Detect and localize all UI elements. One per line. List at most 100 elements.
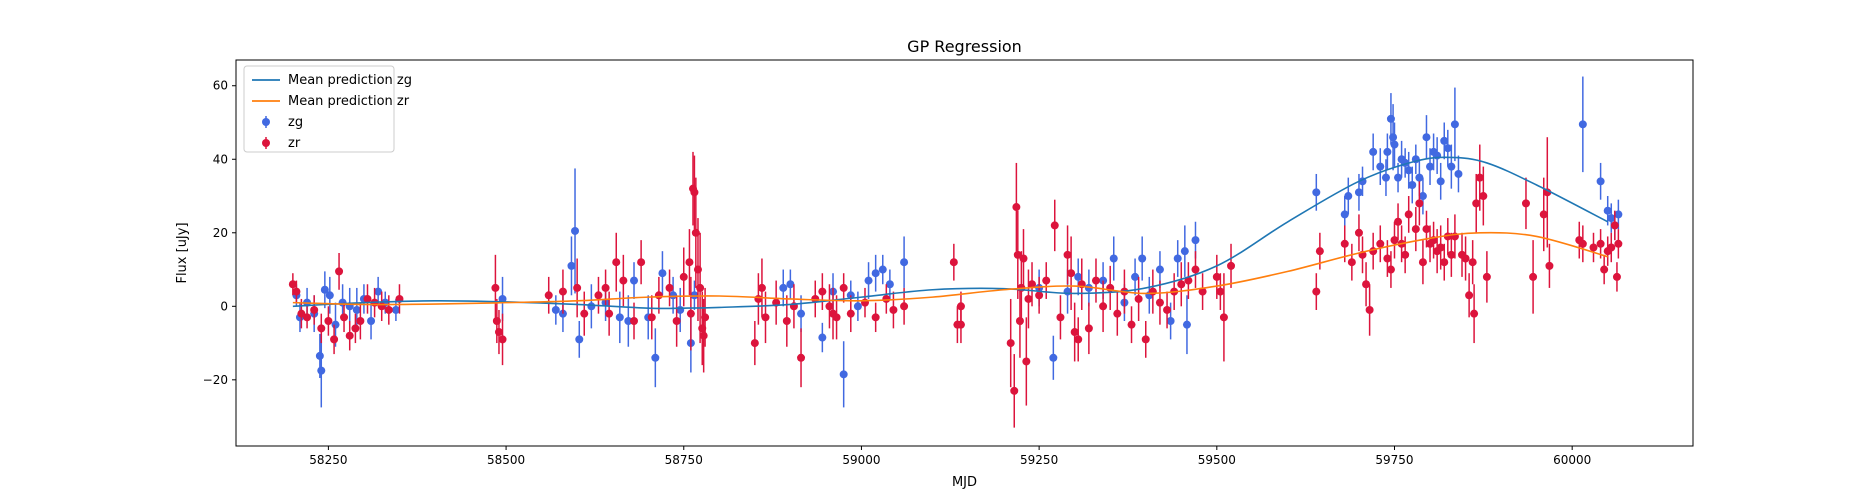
data-point-zg (658, 269, 667, 278)
data-point-zr (1479, 192, 1488, 201)
y-tick-label: 0 (220, 299, 228, 313)
legend-box (243, 65, 395, 153)
data-point-zr (1050, 221, 1059, 230)
data-point-zr (292, 287, 301, 296)
data-point-zr (498, 335, 507, 344)
data-point-zg (338, 298, 347, 307)
data-point-zg (1381, 173, 1390, 182)
data-point-zr (1362, 280, 1371, 289)
data-point-zr (1443, 232, 1452, 241)
data-point-zg (1603, 206, 1612, 215)
data-point-zr (1614, 239, 1623, 248)
data-point-zg (571, 226, 580, 235)
data-point-zg (651, 353, 660, 362)
data-point-zg (352, 305, 361, 314)
data-point-zg (391, 305, 400, 314)
data-point-zr (797, 353, 806, 362)
data-point-zr (757, 283, 766, 292)
data-point-zr (1006, 339, 1015, 348)
data-point-zr (1022, 357, 1031, 366)
data-point-zr (1589, 243, 1598, 252)
data-point-zg (1191, 236, 1200, 245)
y-tick-label: 60 (213, 79, 228, 93)
data-point-zr (1155, 298, 1164, 307)
data-point-zg (1596, 177, 1605, 186)
legend: Mean prediction zg Mean prediction zr zg zr (243, 65, 412, 153)
data-point-zr (1084, 324, 1093, 333)
data-point-zr (1383, 254, 1392, 263)
y-tick-label: −20 (203, 373, 228, 387)
data-point-zg (1440, 136, 1449, 145)
data-point-zr (377, 302, 386, 311)
data-point-zg (818, 333, 827, 342)
data-point-zg (1182, 320, 1191, 329)
data-point-zg (871, 269, 880, 278)
data-point-zg (630, 276, 639, 285)
data-point-zg (624, 317, 633, 326)
data-point-zg (1418, 192, 1427, 201)
series-line-Mean prediction zg (292, 156, 1609, 310)
data-point-zg (1436, 177, 1445, 186)
data-point-zg (900, 258, 909, 267)
data-point-zr (647, 313, 656, 322)
data-point-zr (818, 287, 827, 296)
data-point-zr (1610, 221, 1619, 230)
data-point-zg (367, 317, 376, 326)
data-point-zr (949, 258, 958, 267)
data-point-zr (317, 324, 326, 333)
data-point-zr (1177, 280, 1186, 289)
y-tick-label: 20 (213, 226, 228, 240)
data-point-zg (567, 261, 576, 270)
data-point-zr (1354, 228, 1363, 237)
data-point-zr (324, 317, 333, 326)
x-tick-label: 58750 (665, 453, 703, 467)
data-point-zr (1482, 272, 1491, 281)
data-point-zg (1390, 140, 1399, 149)
data-point-zr (601, 283, 610, 292)
data-point-zr (1386, 265, 1395, 274)
data-point-zr (1436, 243, 1445, 252)
x-tick-label: 58250 (309, 453, 347, 467)
data-point-zg (1131, 272, 1140, 281)
data-point-zg (1383, 147, 1392, 156)
data-point-zg (1340, 210, 1349, 219)
data-point-zr (1422, 225, 1431, 234)
plot-content (288, 76, 1623, 428)
data-point-zr (1596, 239, 1605, 248)
data-point-zg (1155, 265, 1164, 274)
data-point-zr (1612, 272, 1621, 281)
data-point-zr (1035, 291, 1044, 300)
legend-label: zg (288, 115, 303, 130)
data-point-zr (356, 317, 365, 326)
data-point-zr (1212, 272, 1221, 281)
data-point-zr (1401, 250, 1410, 259)
data-point-zr (1113, 309, 1122, 318)
data-point-zg (1426, 162, 1435, 171)
data-point-zr (1447, 250, 1456, 259)
data-point-zr (1099, 302, 1108, 311)
data-point-zr (685, 258, 694, 267)
legend-label: Mean prediction zr (288, 94, 410, 109)
legend-marker-swatch (262, 139, 270, 147)
data-point-zr (1470, 309, 1479, 318)
data-point-zr (900, 302, 909, 311)
y-axis: −20 0 20 40 60 (203, 79, 236, 387)
data-point-zg (1404, 166, 1413, 175)
data-point-zg (1049, 353, 1058, 362)
legend-item: Mean prediction zg (252, 73, 412, 88)
data-point-zr (1472, 199, 1481, 208)
data-point-zg (797, 309, 806, 318)
data-point-zr (594, 291, 603, 300)
data-point-zr (1024, 294, 1033, 303)
data-point-zg (786, 280, 795, 289)
data-point-zg (1454, 169, 1463, 178)
legend-item: zg (262, 115, 303, 130)
data-point-zr (1607, 243, 1616, 252)
data-point-zr (832, 313, 841, 322)
legend-item: Mean prediction zr (252, 94, 410, 109)
data-point-zr (573, 283, 582, 292)
data-point-zg (1166, 317, 1175, 326)
data-point-zr (1227, 261, 1236, 270)
data-point-zr (1074, 335, 1083, 344)
data-point-zg (1447, 162, 1456, 171)
